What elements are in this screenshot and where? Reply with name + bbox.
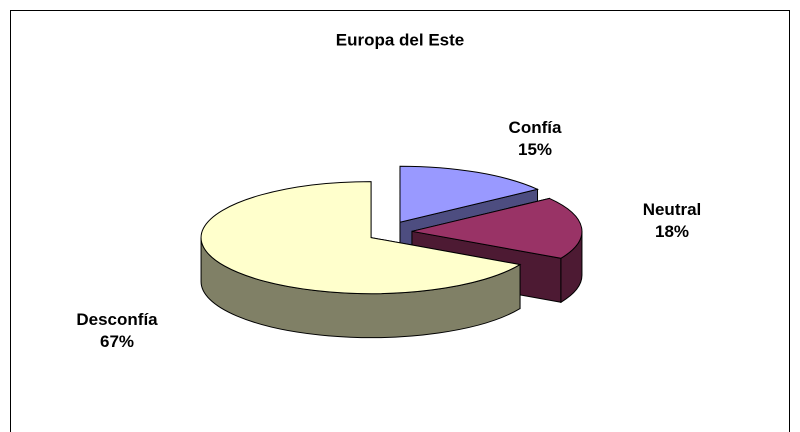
data-label-name: Desconfía — [76, 310, 158, 329]
data-label-name: Neutral — [643, 200, 702, 219]
data-label: Desconfía 67% — [76, 310, 158, 351]
data-label: Confía 15% — [509, 118, 562, 159]
slice — [200, 181, 522, 339]
slice-top — [411, 197, 583, 259]
slice-top — [399, 165, 540, 223]
data-label-name: Confía — [509, 118, 562, 137]
data-label: Neutral 18% — [643, 200, 702, 241]
data-label-value: 67% — [100, 332, 134, 351]
slice-top — [200, 181, 522, 295]
data-label-value: 15% — [518, 140, 552, 159]
data-label-value: 18% — [655, 222, 689, 241]
chart-title: Europa del Este — [336, 30, 464, 49]
